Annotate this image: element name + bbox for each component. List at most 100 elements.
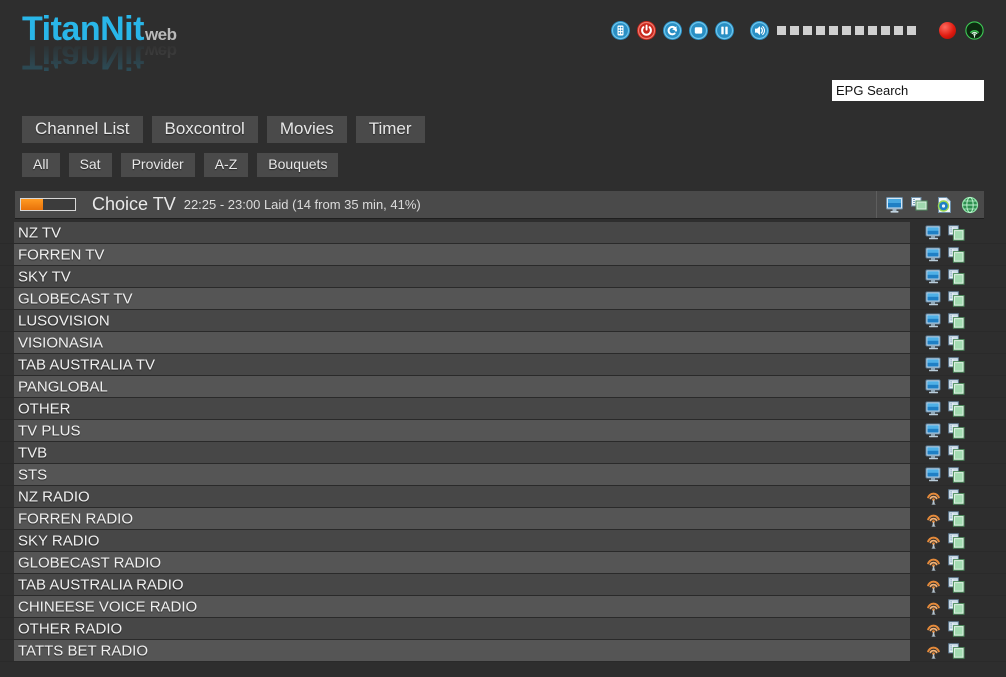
epg-list-icon[interactable] — [948, 400, 965, 417]
filter-button-bouquets[interactable]: Bouquets — [257, 153, 339, 178]
epg-list-icon[interactable] — [948, 598, 965, 615]
epg-list-icon[interactable] — [948, 532, 965, 549]
refresh-icon[interactable] — [663, 21, 682, 40]
power-icon[interactable] — [637, 21, 656, 40]
nav-button-movies[interactable]: Movies — [266, 116, 347, 144]
channel-row-background — [14, 596, 910, 618]
stop-icon[interactable] — [689, 21, 708, 40]
channel-row[interactable]: TATTS BET RADIO — [0, 640, 1006, 663]
epg-list-icon[interactable] — [948, 466, 965, 483]
channel-row[interactable]: GLOBECAST RADIO — [0, 552, 1006, 575]
epg-list-icon[interactable] — [948, 312, 965, 329]
radio-antenna-icon[interactable] — [925, 489, 942, 505]
volume-level-blocks[interactable] — [777, 26, 916, 35]
tv-monitor-icon[interactable] — [925, 379, 942, 395]
volume-block[interactable] — [894, 26, 903, 35]
channel-row[interactable]: VISIONASIA — [0, 332, 1006, 355]
volume-icon[interactable] — [750, 21, 769, 40]
tv-monitor-icon[interactable] — [925, 423, 942, 439]
epg-list-icon[interactable] — [948, 444, 965, 461]
record-dot-icon[interactable] — [939, 22, 956, 39]
channel-row[interactable]: FORREN TV — [0, 244, 1006, 267]
volume-block[interactable] — [842, 26, 851, 35]
tv-monitor-icon[interactable] — [925, 247, 942, 263]
epg-list-icon[interactable] — [948, 268, 965, 285]
now-playing-bar[interactable]: Choice TV 22:25 - 23:00 Laid (14 from 35… — [15, 191, 984, 220]
volume-block[interactable] — [790, 26, 799, 35]
volume-block[interactable] — [777, 26, 786, 35]
channel-row[interactable]: TAB AUSTRALIA RADIO — [0, 574, 1006, 597]
radio-antenna-icon[interactable] — [925, 599, 942, 615]
channel-name: FORREN TV — [18, 246, 105, 264]
nav-button-timer[interactable]: Timer — [355, 116, 425, 144]
epg-list-icon[interactable] — [948, 554, 965, 571]
epg-list-icon[interactable] — [948, 246, 965, 263]
filter-button-all[interactable]: All — [22, 153, 60, 178]
channel-row[interactable]: PANGLOBAL — [0, 376, 1006, 399]
channel-row[interactable]: SKY TV — [0, 266, 1006, 289]
epg-list-icon[interactable] — [948, 576, 965, 593]
radio-antenna-icon[interactable] — [925, 555, 942, 571]
channel-row-background — [14, 640, 910, 662]
nav-button-boxcontrol[interactable]: Boxcontrol — [151, 116, 258, 144]
channel-row-background — [14, 288, 910, 310]
epg-list-icon[interactable] — [948, 620, 965, 637]
media-page-icon[interactable] — [935, 196, 955, 214]
menu-grid-icon[interactable] — [611, 21, 630, 40]
tv-monitor-icon[interactable] — [925, 291, 942, 307]
volume-block[interactable] — [855, 26, 864, 35]
radio-antenna-icon[interactable] — [925, 577, 942, 593]
tv-monitor-icon[interactable] — [925, 401, 942, 417]
tv-monitor-icon[interactable] — [925, 357, 942, 373]
pause-icon[interactable] — [715, 21, 734, 40]
tv-monitor-icon[interactable] — [925, 445, 942, 461]
channel-row[interactable]: NZ TV — [0, 222, 1006, 245]
signal-antenna-icon[interactable] — [965, 21, 984, 40]
channel-row[interactable]: OTHER RADIO — [0, 618, 1006, 641]
channel-row[interactable]: GLOBECAST TV — [0, 288, 1006, 311]
channel-row[interactable]: NZ RADIO — [0, 486, 1006, 509]
channel-row[interactable]: TAB AUSTRALIA TV — [0, 354, 1006, 377]
epg-list-icon[interactable] — [948, 488, 965, 505]
epg-list-icon[interactable] — [948, 510, 965, 527]
tv-screen-icon[interactable] — [885, 196, 905, 214]
epg-search-input[interactable] — [832, 80, 984, 101]
volume-block[interactable] — [907, 26, 916, 35]
epg-list-icon[interactable] — [948, 356, 965, 373]
volume-block[interactable] — [829, 26, 838, 35]
tv-monitor-icon[interactable] — [925, 313, 942, 329]
tv-monitor-icon[interactable] — [925, 269, 942, 285]
epg-list-icon[interactable] — [948, 422, 965, 439]
radio-antenna-icon[interactable] — [925, 643, 942, 659]
epg-list-icon[interactable] — [948, 378, 965, 395]
filter-button-a-z[interactable]: A-Z — [203, 153, 249, 178]
globe-icon[interactable] — [960, 196, 980, 214]
radio-antenna-icon[interactable] — [925, 511, 942, 527]
tv-monitor-icon[interactable] — [925, 335, 942, 351]
volume-block[interactable] — [881, 26, 890, 35]
channel-row[interactable]: FORREN RADIO — [0, 508, 1006, 531]
epg-list-icon[interactable] — [948, 224, 965, 241]
radio-antenna-icon[interactable] — [925, 533, 942, 549]
filter-button-provider[interactable]: Provider — [120, 153, 195, 178]
channel-row[interactable]: CHINEESE VOICE RADIO — [0, 596, 1006, 619]
nav-button-channel-list[interactable]: Channel List — [22, 116, 143, 144]
tv-monitor-icon[interactable] — [925, 225, 942, 241]
filter-button-sat[interactable]: Sat — [68, 153, 112, 178]
epg-list-icon[interactable] — [948, 290, 965, 307]
windows-stack-icon[interactable] — [910, 196, 930, 214]
channel-row[interactable]: TVB — [0, 442, 1006, 465]
channel-row[interactable]: STS — [0, 464, 1006, 487]
channel-row[interactable]: OTHER — [0, 398, 1006, 421]
radio-antenna-icon[interactable] — [925, 621, 942, 637]
volume-block[interactable] — [803, 26, 812, 35]
tv-monitor-icon[interactable] — [925, 467, 942, 483]
volume-control[interactable] — [750, 21, 916, 40]
channel-row[interactable]: LUSOVISION — [0, 310, 1006, 333]
channel-row[interactable]: SKY RADIO — [0, 530, 1006, 553]
epg-list-icon[interactable] — [948, 642, 965, 659]
epg-list-icon[interactable] — [948, 334, 965, 351]
channel-row[interactable]: TV PLUS — [0, 420, 1006, 443]
volume-block[interactable] — [868, 26, 877, 35]
volume-block[interactable] — [816, 26, 825, 35]
